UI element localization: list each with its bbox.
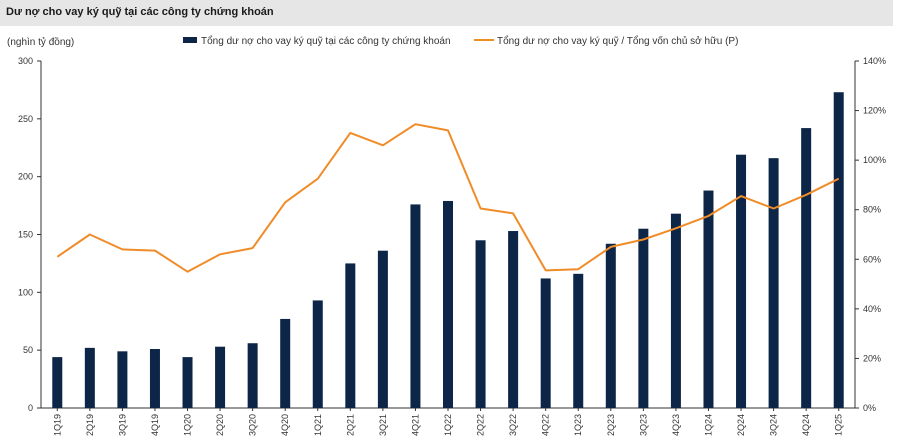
x-tick-label: 1Q25 [834,414,844,436]
y-tick-label: 150 [18,230,33,240]
chart-title-bar: Dư nợ cho vay ký quỹ tại các công ty chứ… [0,0,893,26]
bar [801,128,812,408]
x-tick-label: 4Q24 [801,414,811,436]
y-tick-label: 0 [28,403,33,413]
bar [345,263,356,408]
y2-tick-label: 60% [863,254,881,264]
legend-bar-label: Tổng dư nợ cho vay ký quỹ tại các công t… [201,35,451,47]
x-tick-label: 2Q23 [606,414,616,436]
x-tick-label: 3Q21 [378,414,388,436]
x-tick-label: 4Q20 [280,414,290,436]
y-tick-label: 200 [18,172,33,182]
bar [215,346,226,408]
bar [508,231,519,408]
x-tick-label: 2Q21 [345,414,355,436]
bar [443,200,453,408]
y2-tick-label: 80% [863,205,881,215]
bar [768,158,779,408]
x-tick-label: 4Q22 [541,414,551,436]
bar [280,318,291,408]
x-tick-label: 1Q20 [183,414,193,436]
y-tick-label: 100 [18,287,33,297]
bar [410,204,421,408]
x-tick-label: 1Q19 [52,414,62,436]
bar [833,92,844,408]
x-tick-label: 1Q24 [703,414,713,436]
bar [312,300,323,408]
legend-bar-swatch [183,37,197,43]
chart-title: Dư nợ cho vay ký quỹ tại các công ty chứ… [6,6,274,18]
x-tick-label: 3Q22 [508,414,518,436]
bar [475,240,486,408]
y2-tick-label: 40% [863,304,881,314]
bar [182,357,193,408]
ratio-line [56,123,840,273]
x-tick-label: 1Q22 [443,414,453,436]
x-tick-label: 2Q24 [736,414,746,436]
bar [247,343,258,408]
legend-line-label: Tổng dư nợ cho vay ký quỹ / Tổng vốn chủ… [497,35,738,47]
y2-tick-label: 120% [863,106,886,116]
bar [605,243,616,408]
y-tick-label: 250 [18,114,33,124]
x-tick-label: 4Q21 [410,414,420,436]
y2-tick-label: 0% [863,403,876,413]
y2-tick-label: 20% [863,353,881,363]
bar [736,154,747,408]
bar [377,250,388,408]
x-tick-label: 1Q23 [573,414,583,436]
bar [84,347,95,408]
legend: Tổng dư nợ cho vay ký quỹ tại các công t… [183,35,738,47]
y-tick-label: 300 [18,56,33,66]
bar [149,349,160,408]
bar [703,190,714,408]
y-axis-title: (nghìn tỷ đồng) [7,36,74,48]
x-tick-label: 3Q23 [638,414,648,436]
bar [52,357,63,408]
x-tick-label: 4Q23 [671,414,681,436]
x-tick-label: 3Q19 [117,414,127,436]
x-tick-label: 4Q19 [150,414,160,436]
x-tick-label: 3Q20 [248,414,258,436]
x-tick-label: 2Q22 [476,414,486,436]
bar [117,351,128,408]
y2-tick-label: 100% [863,155,886,165]
bar [638,228,649,408]
bar [540,278,551,408]
x-tick-label: 2Q20 [215,414,225,436]
x-tick-label: 3Q24 [769,414,779,436]
x-tick-label: 2Q19 [85,414,95,436]
bar [670,213,681,408]
y2-tick-label: 140% [863,56,886,66]
y-tick-label: 50 [23,345,33,355]
x-tick-label: 1Q21 [313,414,323,436]
bar [573,273,584,408]
